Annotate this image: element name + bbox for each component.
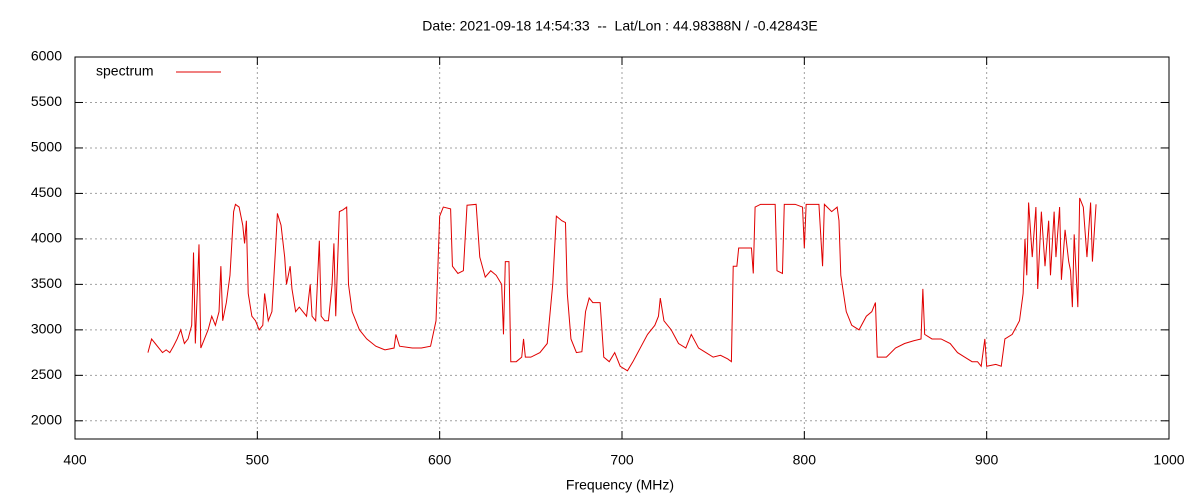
x-tick-label: 1000 (1153, 452, 1184, 468)
y-tick-label: 4000 (31, 230, 62, 246)
y-tick-label: 5000 (31, 139, 62, 155)
plot-frame (74, 56, 1170, 440)
legend-label: spectrum (96, 63, 154, 79)
data-line (147, 197, 1097, 372)
x-tick-label: 900 (975, 452, 999, 468)
y-tick-label: 2000 (31, 412, 62, 428)
x-axis-label: Frequency (MHz) (566, 477, 674, 493)
y-tick-label: 2500 (31, 366, 62, 382)
x-tick-label: 600 (428, 452, 452, 468)
y-tick-label: 3500 (31, 275, 62, 291)
y-tick-label: 4500 (31, 184, 62, 200)
x-tick-label: 400 (63, 452, 87, 468)
legend: spectrum (96, 63, 221, 79)
y-tick-label: 3000 (31, 321, 62, 337)
x-tick-label: 800 (793, 452, 817, 468)
plot-area (147, 197, 1097, 372)
y-tick-label: 5500 (31, 93, 62, 109)
y-tick-label: 6000 (31, 48, 62, 64)
x-tick-label: 500 (246, 452, 270, 468)
chart-title: Date: 2021-09-18 14:54:33 -- Lat/Lon : 4… (422, 18, 817, 34)
x-tick-label: 700 (610, 452, 634, 468)
